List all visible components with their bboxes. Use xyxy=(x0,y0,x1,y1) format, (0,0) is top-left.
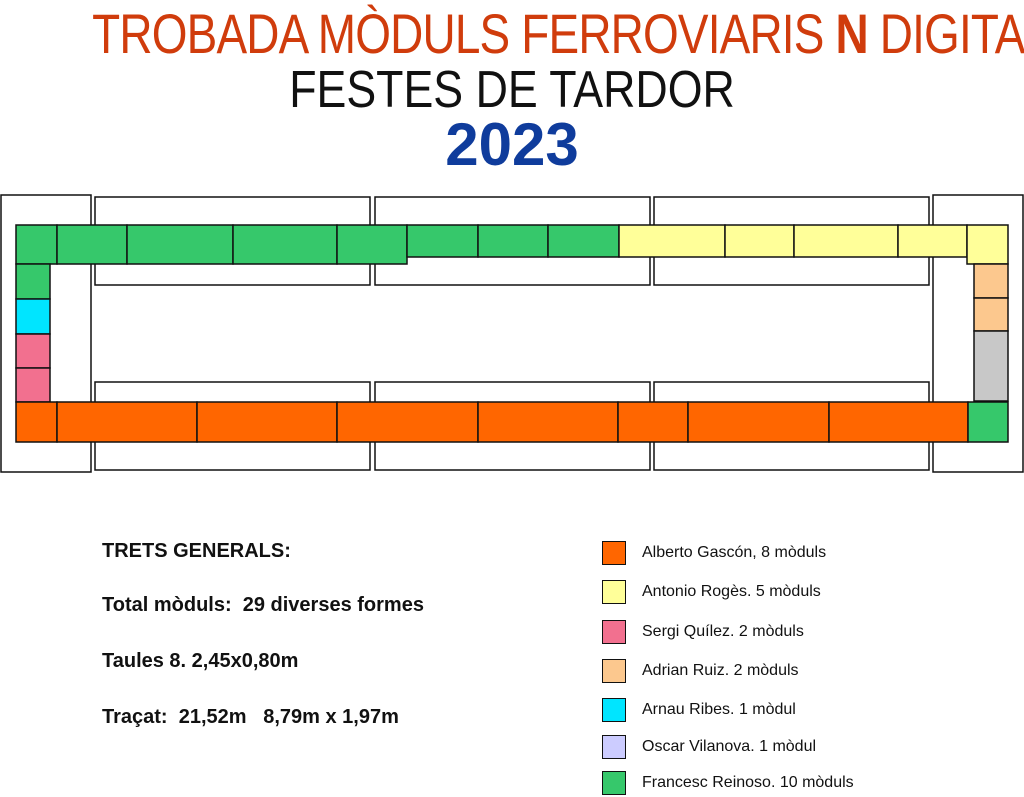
info-tables: Taules 8. 2,45x0,80m xyxy=(102,650,299,672)
module-green xyxy=(126,224,234,265)
module-orange xyxy=(617,401,689,443)
module-grey xyxy=(973,330,1009,402)
module-orange xyxy=(687,401,830,443)
module-green xyxy=(15,224,58,265)
event-year: 2023 xyxy=(445,111,579,178)
legend-label: Oscar Vilanova. 1 mòdul xyxy=(642,738,817,755)
info-heading: TRETS GENERALS: xyxy=(102,540,291,562)
legend-label: Arnau Ribes. 1 mòdul xyxy=(642,701,796,718)
layout-diagram xyxy=(0,194,1024,473)
module-green xyxy=(336,224,408,265)
module-peach xyxy=(973,297,1009,332)
legend-swatch xyxy=(602,541,626,565)
legend-swatch xyxy=(602,698,626,722)
module-yellow xyxy=(966,224,1009,265)
legend-label: Alberto Gascón, 8 mòduls xyxy=(642,544,827,561)
module-green xyxy=(56,224,128,265)
module-green xyxy=(547,224,620,258)
title-part-2: DIGITAL xyxy=(879,2,1024,65)
module-green xyxy=(406,224,479,258)
legend-label: Adrian Ruiz. 2 mòduls xyxy=(642,662,799,679)
module-orange xyxy=(15,401,58,443)
legend-label: Sergi Quílez. 2 mòduls xyxy=(642,623,804,640)
module-orange xyxy=(477,401,619,443)
module-orange xyxy=(336,401,479,443)
module-yellow xyxy=(897,224,968,258)
legend-swatch xyxy=(602,580,626,604)
module-yellow xyxy=(793,224,899,258)
module-green xyxy=(967,401,1009,443)
event-subtitle: FESTES DE TARDOR xyxy=(289,61,735,119)
legend-swatch xyxy=(602,771,626,795)
module-orange xyxy=(56,401,198,443)
legend-swatch xyxy=(602,659,626,683)
modules xyxy=(15,224,1009,443)
main-title: TROBADA MÒDULS FERROVIARIS N DIGITAL xyxy=(92,2,1024,65)
title-n-scale: N xyxy=(835,2,868,65)
module-green xyxy=(232,224,338,265)
legend-swatch xyxy=(602,620,626,644)
module-pink xyxy=(15,333,51,369)
module-yellow xyxy=(724,224,795,258)
module-yellow xyxy=(618,224,726,258)
info-total-modules: Total mòduls: 29 diverses formes xyxy=(102,594,424,616)
module-pink xyxy=(15,367,51,403)
title-part-1: TROBADA MÒDULS FERROVIARIS xyxy=(92,2,836,65)
legend-label: Antonio Rogès. 5 mòduls xyxy=(642,583,821,600)
module-green xyxy=(15,263,51,300)
module-cyan xyxy=(15,298,51,335)
legend-swatch xyxy=(602,735,626,759)
module-green xyxy=(477,224,549,258)
module-orange xyxy=(196,401,338,443)
module-orange xyxy=(828,401,969,443)
module-peach xyxy=(973,263,1009,299)
legend-label: Francesc Reinoso. 10 mòduls xyxy=(642,774,854,791)
info-track: Traçat: 21,52m 8,79m x 1,97m xyxy=(102,706,399,728)
